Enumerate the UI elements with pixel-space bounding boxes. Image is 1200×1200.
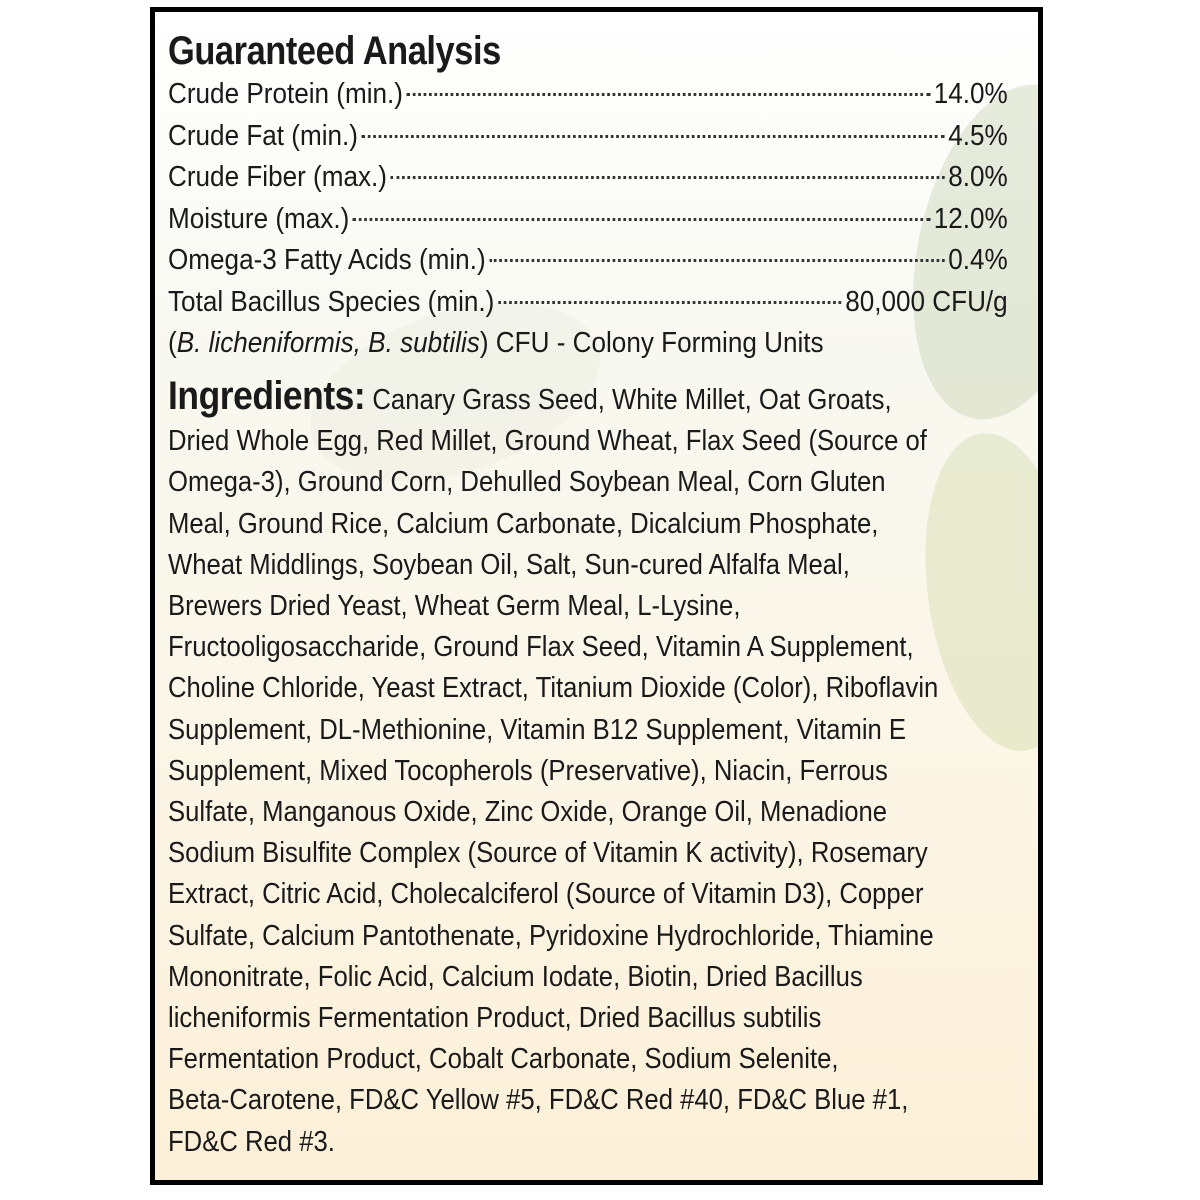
analysis-row-crude-fat: Crude Fat (min.) 4.5% bbox=[168, 116, 1008, 158]
ingredients-line: Sodium Bisulfite Complex (Source of Vita… bbox=[168, 837, 928, 870]
analysis-row-name: Omega-3 Fatty Acids (min.) bbox=[168, 244, 486, 276]
cfu-footnote: (B. licheniformis, B. subtilis) CFU - Co… bbox=[168, 323, 940, 364]
ingredients-label: Ingredients: bbox=[168, 374, 366, 418]
ingredients-line: licheniformis Fermentation Product, Drie… bbox=[168, 1002, 822, 1035]
ingredients-line: Supplement, Mixed Tocopherols (Preservat… bbox=[168, 754, 888, 787]
ingredients-line: Fermentation Product, Cobalt Carbonate, … bbox=[168, 1043, 839, 1076]
ingredients-line: FD&C Red #3. bbox=[168, 1125, 335, 1158]
analysis-row-name: Total Bacillus Species (min.) bbox=[168, 285, 495, 318]
ingredients-line: Ingredients: Canary Grass Seed, White Mi… bbox=[168, 374, 927, 421]
dot-leader bbox=[489, 259, 945, 262]
ingredients-line: Beta-Carotene, FD&C Yellow #5, FD&C Red … bbox=[168, 1084, 909, 1117]
ingredients-line: Dried Whole Egg, Red Millet, Ground Whea… bbox=[168, 425, 927, 458]
footnote-paren-close: ) bbox=[479, 327, 489, 359]
ingredients-line: Meal, Ground Rice, Calcium Carbonate, Di… bbox=[168, 507, 879, 540]
label-content: Guaranteed Analysis Crude Protein (min.)… bbox=[168, 28, 1026, 1163]
analysis-row-name: Crude Protein (min.) bbox=[168, 78, 403, 110]
ingredients-line: Brewers Dried Yeast, Wheat Germ Meal, L-… bbox=[168, 590, 741, 623]
ingredients-line: Omega-3), Ground Corn, Dehulled Soybean … bbox=[168, 466, 886, 499]
analysis-row-crude-protein: Crude Protein (min.) 14.0% bbox=[168, 74, 1008, 116]
ingredients-line: Supplement, DL-Methionine, Vitamin B12 S… bbox=[168, 713, 907, 746]
analysis-row-value: 0.4% bbox=[948, 244, 1008, 276]
analysis-row-value: 4.5% bbox=[948, 119, 1008, 152]
ingredients-line: Extract, Citric Acid, Cholecalciferol (S… bbox=[168, 878, 924, 911]
ingredients-line: Sulfate, Calcium Pantothenate, Pyridoxin… bbox=[168, 919, 934, 952]
ingredients-line: Fructooligosaccharide, Ground Flax Seed,… bbox=[168, 631, 914, 664]
analysis-row-name: Crude Fat (min.) bbox=[168, 119, 358, 152]
cfu-definition: CFU - Colony Forming Units bbox=[488, 327, 824, 359]
dot-leader bbox=[497, 300, 842, 304]
guaranteed-analysis-title: Guaranteed Analysis bbox=[168, 29, 501, 73]
analysis-row-moisture: Moisture (max.) 12.0% bbox=[168, 199, 1008, 241]
ingredients-line: Wheat Middlings, Soybean Oil, Salt, Sun-… bbox=[168, 548, 850, 581]
analysis-row-value: 12.0% bbox=[933, 202, 1008, 235]
analysis-row-name: Crude Fiber (max.) bbox=[168, 161, 387, 193]
dot-leader bbox=[361, 134, 945, 138]
analysis-row-value: 80,000 CFU/g bbox=[845, 285, 1008, 318]
analysis-row-bacillus: Total Bacillus Species (min.) 80,000 CFU… bbox=[168, 282, 1008, 324]
dot-leader bbox=[352, 217, 931, 221]
analysis-row-value: 8.0% bbox=[948, 161, 1008, 193]
analysis-row-omega-3: Omega-3 Fatty Acids (min.) 0.4% bbox=[168, 240, 1008, 282]
bacillus-species-names: B. licheniformis, B. subtilis bbox=[176, 327, 480, 359]
ingredients-line: Sulfate, Manganous Oxide, Zinc Oxide, Or… bbox=[168, 796, 888, 829]
ingredients-line: Choline Chloride, Yeast Extract, Titaniu… bbox=[168, 672, 939, 705]
analysis-row-value: 14.0% bbox=[933, 78, 1008, 110]
ingredients-text: Canary Grass Seed, White Millet, Oat Gro… bbox=[365, 384, 892, 416]
analysis-row-crude-fiber: Crude Fiber (max.) 8.0% bbox=[168, 157, 1008, 199]
dot-leader bbox=[390, 176, 945, 179]
feed-label-panel: Guaranteed Analysis Crude Protein (min.)… bbox=[150, 7, 1043, 1185]
footnote-paren-open: ( bbox=[168, 327, 177, 359]
ingredients-line: Mononitrate, Folic Acid, Calcium Iodate,… bbox=[168, 960, 863, 993]
ingredients-section: Ingredients: Canary Grass Seed, White Mi… bbox=[168, 374, 1026, 1163]
dot-leader bbox=[406, 93, 931, 96]
analysis-row-name: Moisture (max.) bbox=[168, 202, 350, 235]
